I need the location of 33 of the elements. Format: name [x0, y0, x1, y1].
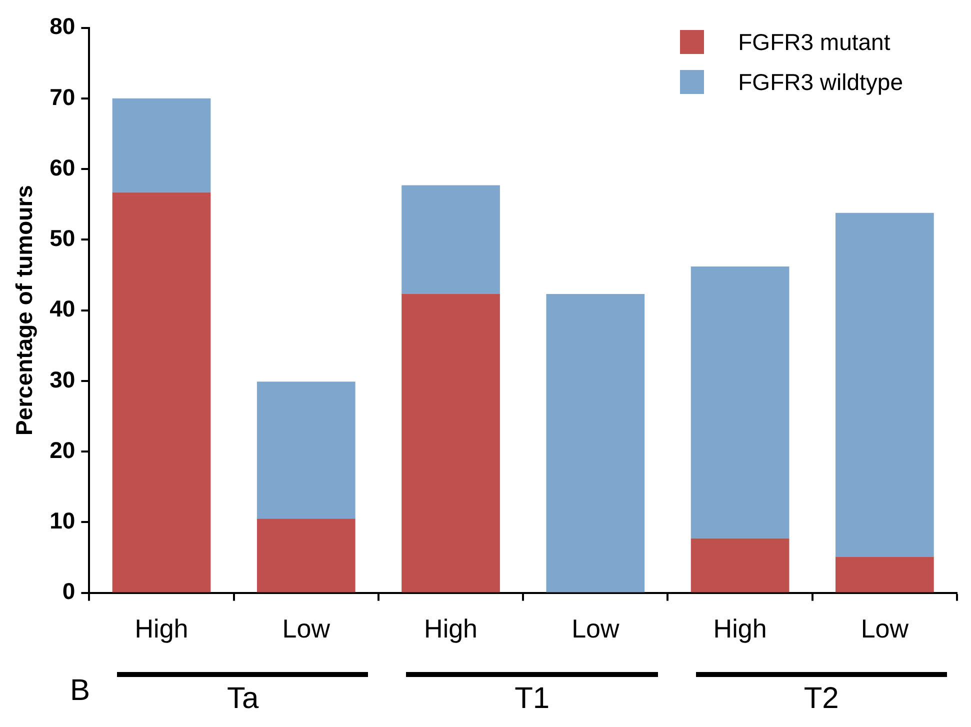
y-tick-label: 10	[50, 508, 76, 534]
y-tick-label: 40	[50, 296, 76, 322]
x-tick-label: High	[134, 614, 188, 644]
y-tick-label: 60	[50, 154, 76, 180]
text: Ta	[226, 682, 260, 716]
x-tick-label: High	[713, 614, 767, 644]
bar	[112, 192, 211, 592]
y-tick-label: 0	[62, 578, 76, 604]
x-tick-label: Low	[282, 614, 330, 644]
x-tick-label: Low	[572, 614, 620, 644]
y-tick-label: 50	[50, 225, 76, 252]
y-tick-label: 20	[50, 436, 76, 463]
bar	[402, 294, 500, 592]
bar	[690, 266, 790, 538]
legend-label: FGFR3 mutant	[738, 28, 890, 56]
bar	[836, 212, 934, 557]
bar	[402, 185, 500, 294]
bar	[546, 294, 645, 592]
y-axis-title: Percentage of tumours	[11, 185, 38, 436]
legend-label: FGFR3 wildtype	[738, 68, 903, 96]
text: T1	[514, 682, 551, 716]
bar	[112, 98, 211, 192]
bar	[690, 538, 790, 592]
text: B	[70, 674, 90, 708]
bar	[836, 556, 934, 592]
y-tick-label: 30	[50, 366, 76, 392]
bar	[256, 518, 356, 592]
y-tick-label: 80	[50, 13, 76, 40]
x-tick-label: High	[424, 614, 478, 644]
x-tick-label: Low	[860, 614, 909, 644]
bar	[256, 382, 356, 519]
y-tick-label: 70	[50, 84, 76, 110]
text: T2	[802, 682, 840, 716]
